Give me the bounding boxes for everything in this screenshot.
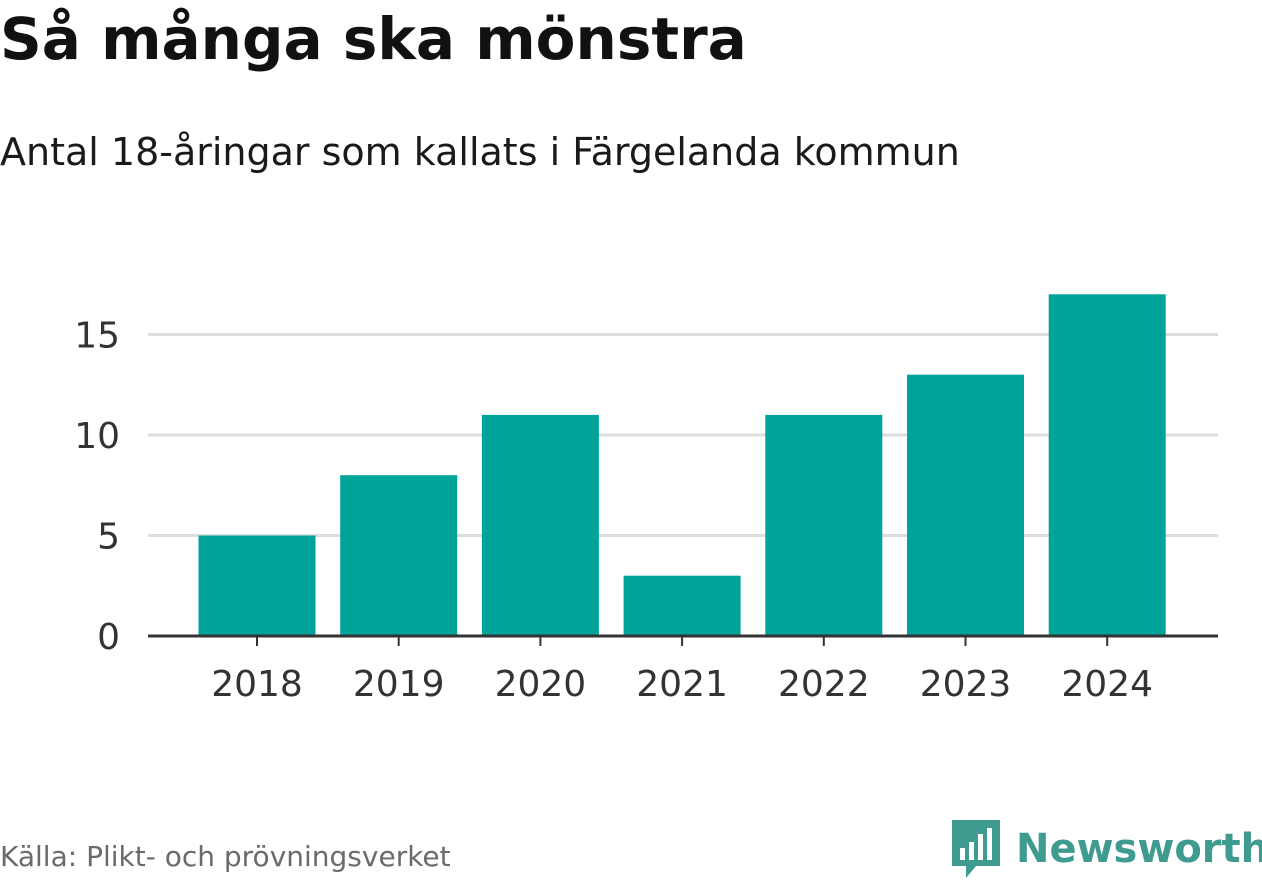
chart-subtitle: Antal 18-åringar som kallats i Färgeland… bbox=[0, 130, 960, 174]
y-tick-label: 10 bbox=[74, 416, 120, 457]
newsworthy-logo-text: Newsworthy bbox=[1016, 826, 1262, 872]
bar-2021 bbox=[623, 575, 741, 636]
x-tick-label: 2023 bbox=[920, 664, 1012, 705]
bar-2020 bbox=[481, 414, 599, 636]
x-tick-label: 2022 bbox=[778, 664, 870, 705]
bar-2022 bbox=[765, 414, 883, 636]
newsworthy-logo-icon bbox=[952, 820, 1000, 878]
bar-chart: 0 5 10 15 2018 2019 2020 2021 2022 2023 2024 bbox=[74, 294, 1218, 705]
y-tick-label: 0 bbox=[97, 617, 120, 658]
bar-2024 bbox=[1048, 294, 1166, 636]
x-tick-label: 2019 bbox=[353, 664, 445, 705]
y-tick-label: 15 bbox=[74, 316, 120, 357]
bar-2019 bbox=[340, 475, 458, 636]
x-tick-label: 2024 bbox=[1061, 664, 1153, 705]
bar-2023 bbox=[907, 374, 1024, 636]
x-tick-label: 2018 bbox=[211, 664, 303, 705]
x-tick-label: 2020 bbox=[495, 664, 587, 705]
newsworthy-logo: Newsworthy bbox=[950, 818, 1262, 880]
source-note: Källa: Plikt- och prövningsverket bbox=[0, 840, 451, 873]
bar-2018 bbox=[198, 535, 316, 636]
chart-title: Så många ska mönstra bbox=[0, 5, 747, 73]
y-tick-label: 5 bbox=[97, 517, 120, 558]
x-tick-label: 2021 bbox=[636, 664, 728, 705]
